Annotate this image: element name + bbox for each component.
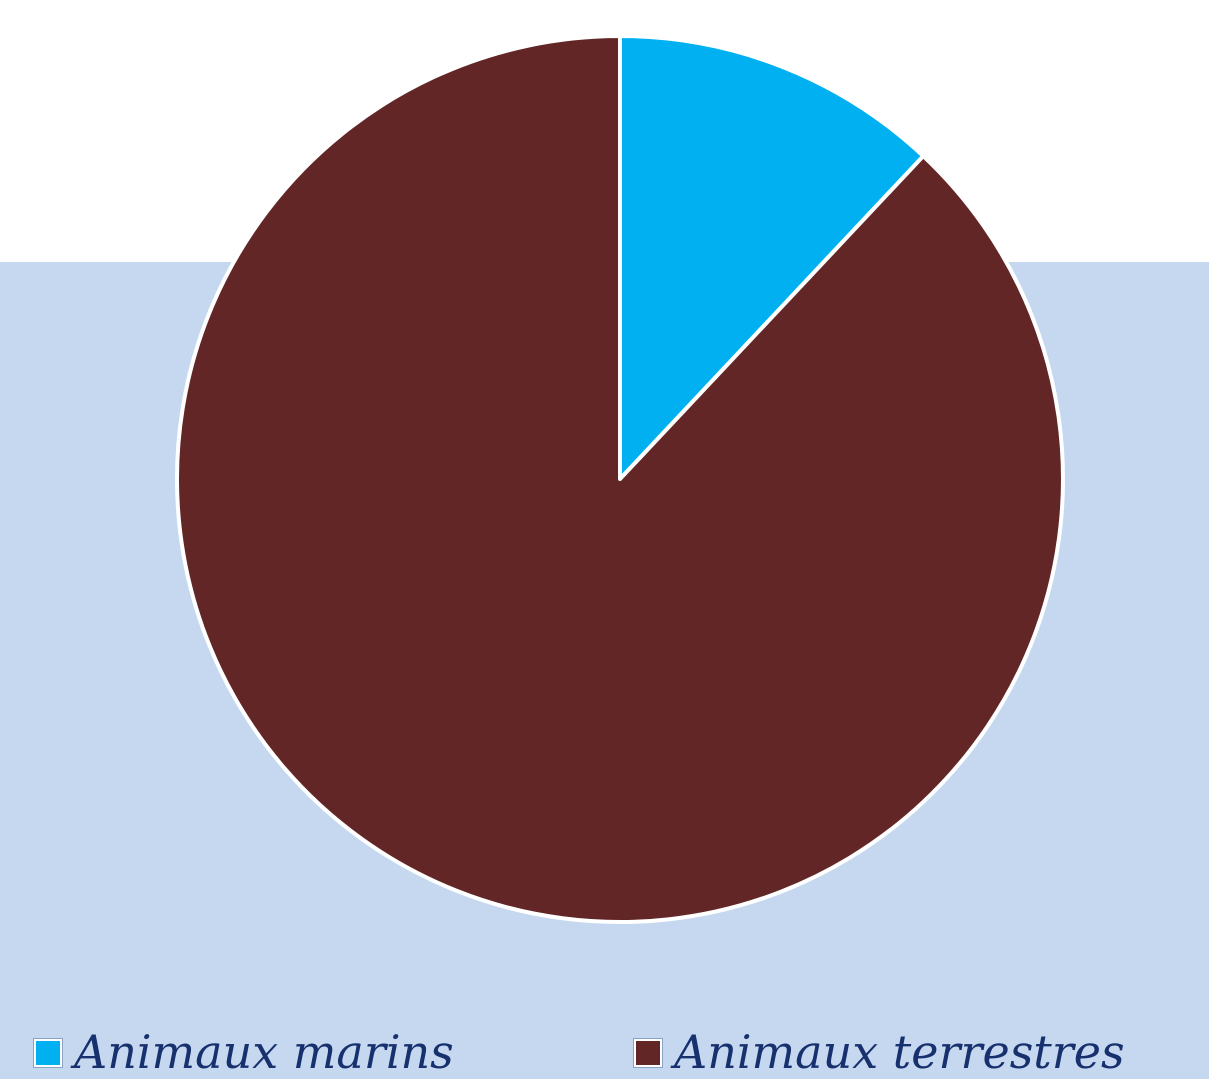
legend-item-animaux-marins: Animaux marins [33, 1025, 454, 1079]
legend-swatch-animaux-terrestres [633, 1037, 663, 1068]
legend-label-animaux-terrestres: Animaux terrestres [674, 1025, 1125, 1079]
legend-swatch-animaux-marins [33, 1037, 63, 1068]
legend-item-animaux-terrestres: Animaux terrestres [633, 1025, 1125, 1079]
pie-slice-animaux-terrestres [175, 34, 1065, 924]
pie-slice-animaux-marins [618, 34, 926, 481]
legend-label-animaux-marins: Animaux marins [74, 1025, 454, 1079]
